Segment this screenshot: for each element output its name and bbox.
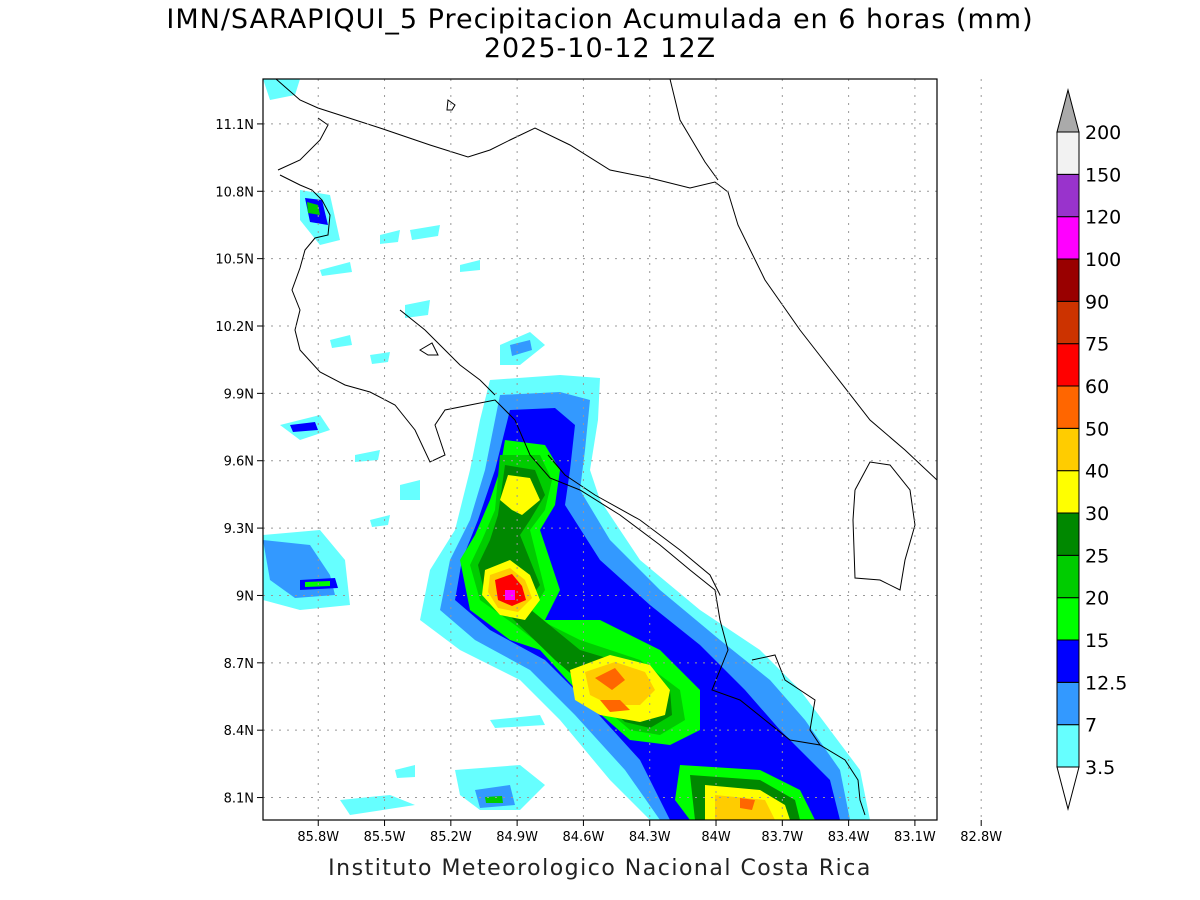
coastline-borders [275, 79, 937, 816]
colorbar-level-label: 20 [1085, 588, 1109, 610]
footer-credit: Instituto Meteorologico Nacional Costa R… [328, 856, 872, 881]
lat-tick-label: 9N [236, 589, 254, 604]
lat-tick-label: 8.1N [224, 792, 254, 807]
colorbar-level-label: 50 [1085, 418, 1109, 440]
colorbar-swatch [1056, 597, 1080, 641]
colorbar-under-triangle [1056, 766, 1080, 811]
colorbar-swatch [1056, 512, 1080, 556]
longitude-axis: 85.8W 85.5W 85.2W 84.9W 84.6W 84.3W 84W 83.7W 83… [297, 820, 1002, 845]
map-subtitle-datetime: 2025-10-12 12Z [483, 33, 717, 64]
colorbar-swatch [1056, 385, 1080, 429]
colorbar-level-label: 100 [1085, 249, 1121, 271]
colorbar-swatch [1056, 554, 1080, 599]
lat-lon-grid [263, 79, 982, 820]
colorbar-level-label: 25 [1085, 545, 1109, 567]
map-frame [262, 78, 938, 821]
lat-tick-label: 11.1N [215, 118, 254, 133]
lon-tick-label: 84.9W [496, 830, 538, 845]
colorbar-level-label: 200 [1085, 122, 1121, 144]
colorbar-level-label: 3.5 [1085, 757, 1115, 779]
colorbar-level-label: 12.5 [1085, 672, 1127, 694]
colorbar-level-label: 60 [1085, 376, 1109, 398]
colorbar-level-label: 75 [1085, 334, 1109, 356]
colorbar-level-label: 90 [1085, 291, 1109, 313]
lat-tick-label: 8.7N [224, 657, 254, 672]
colorbar-swatch [1056, 343, 1080, 387]
lon-tick-label: 85.8W [297, 830, 339, 845]
colorbar-level-label: 120 [1085, 207, 1121, 229]
lon-tick-label: 83.4W [828, 830, 870, 845]
lat-tick-label: 10.8N [215, 185, 254, 200]
lon-tick-label: 83.1W [894, 830, 936, 845]
colorbar-swatch [1056, 639, 1080, 683]
map-title: IMN/SARAPIQUI_5 Precipitacion Acumulada … [166, 4, 1034, 35]
colorbar-swatch [1056, 427, 1080, 472]
lat-tick-label: 10.5N [215, 253, 254, 268]
colorbar-legend: 3.5 7 12.5 15 20 25 30 40 50 60 75 90 100 120 150 200 [1056, 88, 1127, 811]
lon-tick-label: 82.8W [960, 830, 1002, 845]
lon-tick-label: 85.5W [364, 830, 406, 845]
lon-tick-label: 83.7W [761, 830, 803, 845]
colorbar-swatch [1056, 681, 1080, 726]
lon-tick-label: 84.3W [629, 830, 671, 845]
colorbar-swatch [1056, 724, 1080, 768]
lat-tick-label: 9.6N [224, 455, 254, 470]
lat-tick-label: 9.3N [224, 522, 254, 537]
colorbar-swatch [1056, 131, 1080, 175]
latitude-axis: 11.1N 10.8N 10.5N 10.2N 9.9N 9.6N 9.3N 9N 8.7N 8.… [215, 118, 263, 807]
lon-tick-label: 84W [701, 830, 731, 845]
colorbar-level-label: 30 [1085, 503, 1109, 525]
lat-tick-label: 9.9N [224, 387, 254, 402]
colorbar-level-label: 150 [1085, 164, 1121, 186]
colorbar-swatch [1056, 173, 1080, 218]
colorbar-swatch [1056, 300, 1080, 345]
lat-tick-label: 10.2N [215, 320, 254, 335]
colorbar-over-triangle [1056, 88, 1080, 133]
lat-tick-label: 8.4N [224, 724, 254, 739]
colorbar-swatch [1056, 258, 1080, 302]
colorbar-swatch [1056, 470, 1080, 514]
colorbar-level-label: 40 [1085, 461, 1109, 483]
colorbar-level-label: 15 [1085, 630, 1109, 652]
lon-tick-label: 84.6W [563, 830, 605, 845]
precipitation-field [263, 79, 870, 820]
lon-tick-label: 85.2W [430, 830, 472, 845]
colorbar-swatch [1056, 216, 1080, 260]
colorbar-level-label: 7 [1085, 715, 1097, 737]
